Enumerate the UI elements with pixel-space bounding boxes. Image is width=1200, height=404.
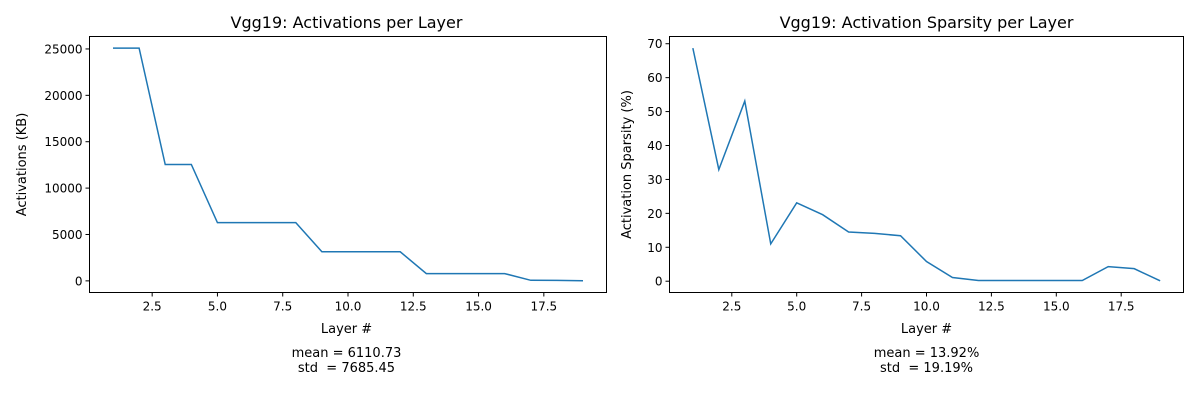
y-tick-label: 0 bbox=[75, 274, 83, 288]
y-tick-label: 70 bbox=[647, 37, 662, 51]
chart-title: Vgg19: Activations per Layer bbox=[231, 13, 463, 32]
activations-chart: Vgg19: Activations per Layer 2.5 5.0 7.5 10… bbox=[15, 13, 607, 376]
y-tick-label: 25000 bbox=[44, 42, 82, 56]
y-tick-label: 60 bbox=[647, 71, 662, 85]
sparsity-chart: Vgg19: Activation Sparsity per Layer 2.5… bbox=[620, 13, 1184, 376]
x-tick-label: 17.5 bbox=[1108, 300, 1135, 314]
y-axis-ticks: 0 5000 10000 15000 20000 25000 bbox=[44, 42, 90, 288]
plot-frame bbox=[89, 36, 607, 293]
y-tick-label: 30 bbox=[647, 173, 662, 187]
x-axis-label: Layer # bbox=[901, 322, 952, 337]
y-tick-label: 15000 bbox=[44, 135, 82, 149]
y-tick-label: 10000 bbox=[44, 182, 82, 196]
y-axis-label: Activations (KB) bbox=[15, 113, 30, 217]
x-axis-ticks: 2.5 5.0 7.5 10.0 12.5 15.0 17.5 bbox=[143, 292, 557, 314]
x-tick-label: 10.0 bbox=[335, 300, 362, 314]
x-tick-label: 17.5 bbox=[530, 300, 557, 314]
x-tick-label: 2.5 bbox=[722, 300, 741, 314]
x-axis-ticks: 2.5 5.0 7.5 10.0 12.5 15.0 17.5 bbox=[722, 292, 1135, 314]
y-axis-label: Activation Sparsity (%) bbox=[620, 90, 635, 239]
y-tick-label: 20000 bbox=[44, 89, 82, 103]
sparsity-series-line bbox=[692, 47, 1161, 282]
y-axis-ticks: 0 10 20 30 40 50 60 70 bbox=[647, 37, 670, 289]
y-tick-label: 10 bbox=[647, 241, 662, 255]
plot-frame bbox=[669, 36, 1184, 293]
x-tick-label: 12.5 bbox=[400, 300, 427, 314]
x-axis-label: Layer # bbox=[321, 322, 372, 337]
y-tick-label: 40 bbox=[647, 139, 662, 153]
y-tick-label: 0 bbox=[655, 275, 663, 289]
stats-std: std = 7685.45 bbox=[298, 361, 395, 376]
stats-mean: mean = 6110.73 bbox=[292, 346, 402, 361]
stats-mean: mean = 13.92% bbox=[874, 346, 980, 361]
activations-series-line bbox=[113, 47, 584, 282]
x-tick-label: 7.5 bbox=[852, 300, 871, 314]
stats-std: std = 19.19% bbox=[880, 361, 973, 376]
x-tick-label: 15.0 bbox=[1043, 300, 1070, 314]
x-tick-label: 12.5 bbox=[978, 300, 1005, 314]
y-tick-label: 50 bbox=[647, 105, 662, 119]
chart-title: Vgg19: Activation Sparsity per Layer bbox=[780, 13, 1074, 32]
x-tick-label: 7.5 bbox=[273, 300, 292, 314]
x-tick-label: 5.0 bbox=[208, 300, 227, 314]
x-tick-label: 2.5 bbox=[143, 300, 162, 314]
x-tick-label: 15.0 bbox=[465, 300, 492, 314]
y-tick-label: 5000 bbox=[52, 228, 83, 242]
x-tick-label: 5.0 bbox=[787, 300, 806, 314]
x-tick-label: 10.0 bbox=[913, 300, 940, 314]
y-tick-label: 20 bbox=[647, 207, 662, 221]
